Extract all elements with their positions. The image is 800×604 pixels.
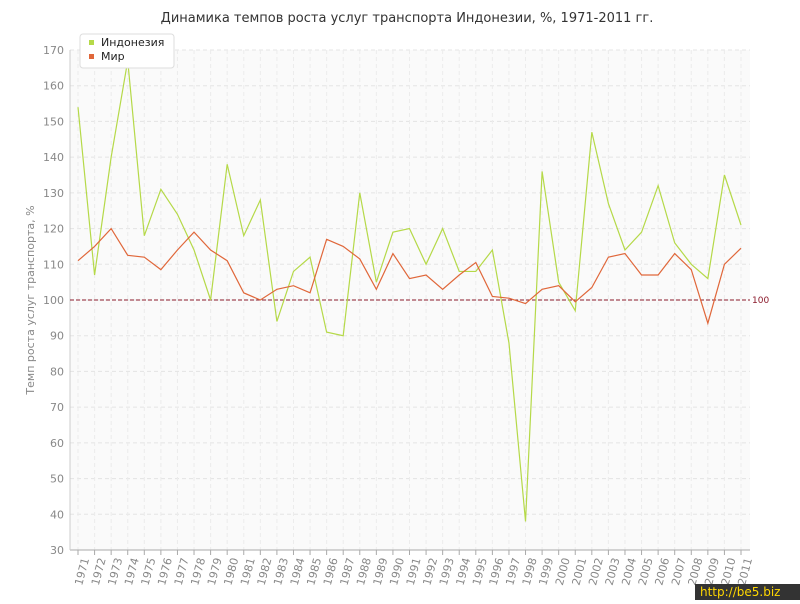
y-tick-label: 70 <box>50 401 64 414</box>
y-tick-label: 80 <box>50 365 64 378</box>
y-axis-label: Темп роста услуг транспорта, % <box>24 205 37 395</box>
legend-label: Индонезия <box>101 36 164 49</box>
y-tick-label: 160 <box>43 80 64 93</box>
y-tick-label: 90 <box>50 330 64 343</box>
legend-box <box>79 33 175 69</box>
y-tick-label: 120 <box>43 223 64 236</box>
watermark: http://be5.biz <box>700 585 780 599</box>
legend-swatch <box>89 54 94 59</box>
y-tick-label: 150 <box>43 115 64 128</box>
y-tick-label: 30 <box>50 544 64 557</box>
y-tick-label: 60 <box>50 437 64 450</box>
y-tick-label: 140 <box>43 151 64 164</box>
reference-label: 100 <box>752 296 769 306</box>
watermark-bg <box>695 584 800 600</box>
series-line <box>77 227 742 326</box>
y-tick-label: 100 <box>43 294 64 307</box>
y-tick-label: 110 <box>43 258 64 271</box>
legend-label: Мир <box>101 50 125 63</box>
y-tick-label: 170 <box>43 44 64 57</box>
legend-swatch <box>89 40 94 45</box>
y-tick-label: 40 <box>50 508 64 521</box>
y-tick-label: 130 <box>43 187 64 200</box>
x-tick-label: 2011 <box>735 556 755 586</box>
y-tick-label: 50 <box>50 473 64 486</box>
chart-title: Динамика темпов роста услуг транспорта И… <box>161 11 654 26</box>
